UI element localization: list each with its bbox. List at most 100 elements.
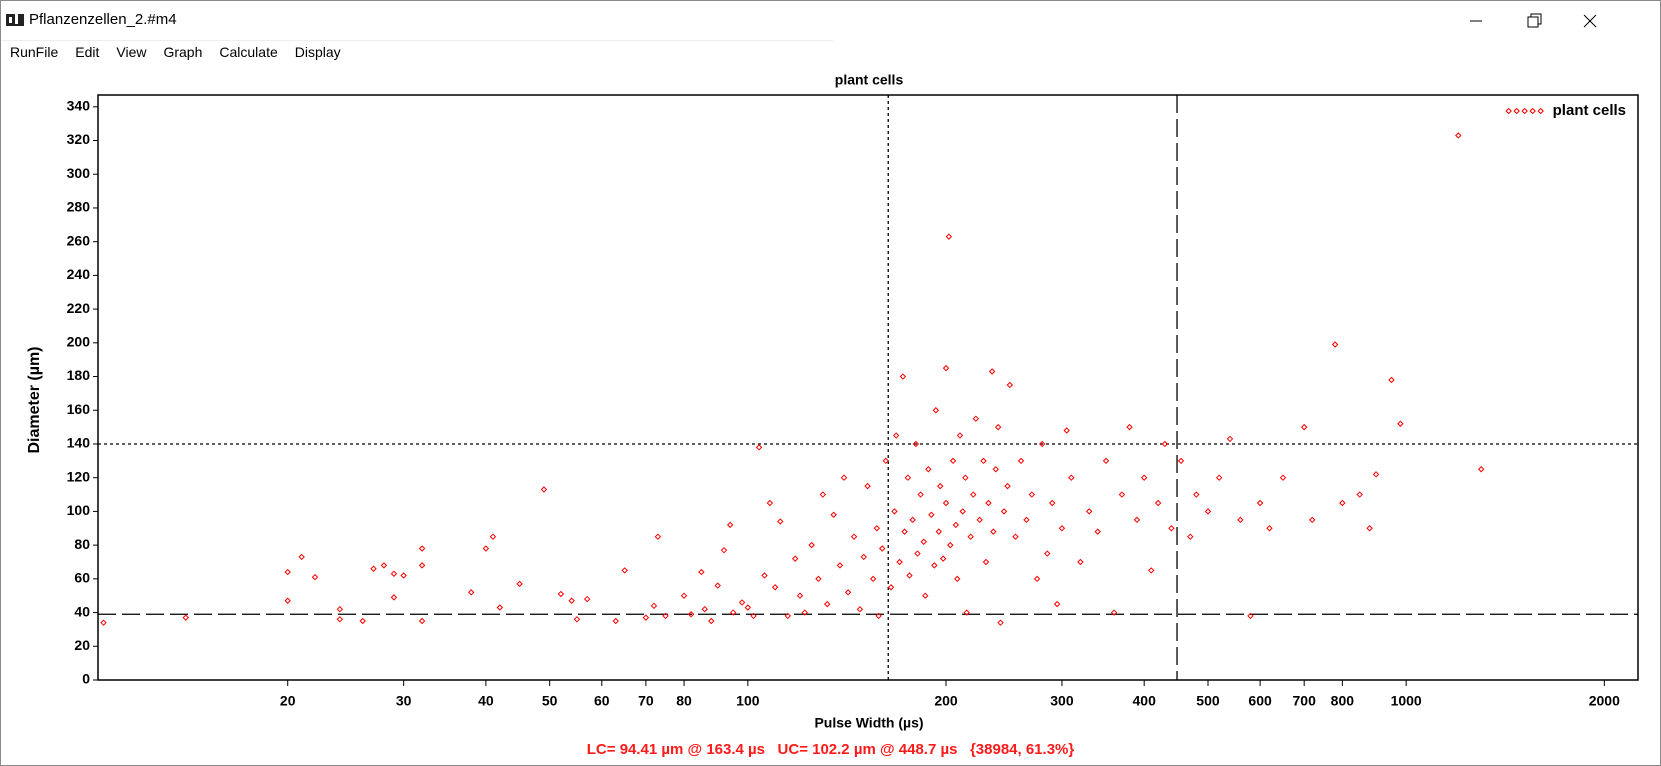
data-point: [1372, 471, 1380, 478]
data-point: [744, 604, 752, 611]
data-point: [879, 545, 886, 552]
data-point: [850, 533, 858, 540]
data-point: [1161, 440, 1169, 448]
data-point: [836, 562, 844, 569]
data-point: [370, 565, 377, 572]
data-point: [771, 584, 779, 591]
data-point: [650, 602, 658, 610]
data-point: [1388, 376, 1395, 384]
menu-item[interactable]: RunFile: [10, 44, 59, 60]
data-point: [359, 617, 366, 625]
x-tick-label: 1000: [1391, 693, 1422, 709]
data-point: [959, 508, 966, 515]
y-tick-label: 0: [82, 671, 90, 687]
data-point: [720, 546, 728, 554]
y-tick-label: 60: [74, 570, 90, 586]
y-tick-label: 20: [74, 637, 90, 653]
data-point: [489, 533, 497, 540]
x-tick-label: 30: [396, 693, 412, 709]
y-tick-label: 160: [67, 401, 91, 417]
data-point: [939, 555, 947, 562]
x-tick-label: 40: [478, 693, 494, 709]
data-point: [945, 233, 953, 240]
chart-title: plant cells: [835, 72, 904, 88]
data-point: [891, 508, 898, 515]
y-tick-label: 300: [67, 165, 91, 181]
data-point: [932, 407, 940, 414]
menu-item[interactable]: View: [116, 44, 147, 60]
data-point: [311, 573, 319, 581]
data-point: [1085, 508, 1093, 515]
app-icon: [6, 12, 24, 26]
data-point: [1331, 341, 1339, 348]
data-point: [766, 499, 774, 507]
menu-item[interactable]: Edit: [75, 44, 100, 60]
menu-item[interactable]: Calculate: [219, 44, 278, 60]
data-point: [750, 612, 757, 620]
x-tick-label: 800: [1331, 693, 1355, 709]
data-point: [824, 600, 831, 608]
data-point: [418, 562, 426, 569]
data-point: [994, 423, 1002, 431]
data-point: [708, 617, 715, 625]
data-point: [336, 616, 344, 623]
data-point: [777, 518, 784, 525]
data-point: [1215, 474, 1223, 481]
data-point: [1279, 474, 1287, 481]
data-point: [1012, 533, 1019, 540]
data-point: [875, 612, 882, 620]
data-point: [1366, 525, 1373, 532]
data-point: [680, 592, 688, 599]
status-text: LC= 94.41 µm @ 163.4 µs UC= 102.2 µm @ 4…: [586, 741, 1075, 758]
data-point: [840, 474, 848, 481]
data-point: [952, 521, 960, 529]
data-point: [284, 597, 291, 604]
data-point: [1039, 440, 1046, 448]
data-point: [540, 486, 548, 493]
close-button[interactable]: [1583, 14, 1597, 28]
data-point: [970, 491, 977, 498]
data-point: [1309, 516, 1316, 524]
data-point: [892, 432, 900, 439]
data-point: [516, 580, 523, 588]
data-point: [887, 584, 895, 591]
legend-marker: [1505, 107, 1512, 115]
x-tick-label: 500: [1196, 693, 1220, 709]
data-point: [1300, 423, 1308, 431]
data-point: [1266, 525, 1273, 532]
data-point: [860, 553, 867, 561]
data-point: [899, 373, 907, 380]
data-point: [873, 525, 881, 532]
data-point: [1397, 420, 1404, 427]
y-tick-label: 240: [67, 266, 91, 282]
x-tick-label: 50: [542, 693, 558, 709]
data-point: [942, 364, 950, 372]
data-point: [1068, 474, 1075, 481]
data-point: [1058, 525, 1066, 532]
data-point: [738, 599, 746, 606]
data-point: [1204, 508, 1212, 515]
data-point: [583, 595, 591, 603]
data-point: [956, 432, 964, 439]
restore-button[interactable]: [1527, 13, 1542, 28]
data-point: [869, 575, 877, 583]
data-point: [985, 499, 992, 507]
data-point: [1247, 612, 1254, 620]
data-point: [935, 528, 942, 535]
data-point: [1126, 423, 1133, 431]
menu-item[interactable]: Display: [294, 44, 341, 60]
data-point: [698, 568, 705, 576]
data-point: [1063, 427, 1070, 434]
data-point: [1000, 508, 1008, 515]
menu-item[interactable]: Graph: [163, 44, 203, 60]
x-tick-label: 400: [1133, 693, 1157, 709]
data-point: [1477, 466, 1485, 473]
y-tick-label: 200: [67, 334, 91, 350]
data-point: [390, 594, 398, 601]
data-point: [1053, 600, 1061, 608]
plot-area: [97, 94, 1639, 681]
data-point: [914, 550, 921, 557]
data-point: [418, 545, 426, 552]
data-point: [949, 457, 957, 465]
y-tick-label: 260: [67, 232, 91, 248]
